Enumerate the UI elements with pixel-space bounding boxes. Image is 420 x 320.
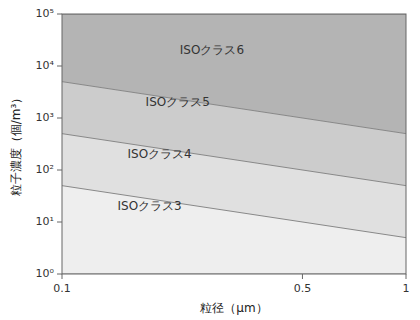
y-tick-label: 10⁵ [36,7,54,20]
y-tick [57,66,62,67]
x-tick-label: 0.5 [294,282,312,295]
y-tick-label: 10³ [36,111,54,124]
annotation: ISOクラス6 [180,43,244,57]
x-axis: 0.1 0.5 1 [53,274,409,295]
y-tick-label: 10⁴ [36,59,55,72]
annotations: ISOクラス3 ISOクラス4 ISOクラス5 ISOクラス6 [118,43,245,213]
plot-frame [62,14,406,274]
x-tick [62,274,63,279]
x-axis-label: 粒径（μm） [200,301,267,315]
y-tick [57,222,62,223]
y-tick [57,14,62,15]
annotation: ISOクラス5 [146,95,210,109]
y-tick [57,274,62,275]
y-tick-label: 10¹ [36,215,54,228]
x-tick [406,274,407,279]
annotation: ISOクラス3 [118,199,182,213]
chart: ISOクラス3ISOクラス4ISOクラス5ISOクラス60.10.5110⁰10… [0,0,420,320]
x-tick [302,274,303,279]
y-tick [57,118,62,119]
band [62,14,406,134]
plot-area [62,14,406,274]
boundary-line [62,186,406,238]
boundary-line [62,134,406,186]
y-axis: 10⁰ 10¹ 10² 10³ 10⁴ 10⁵ [36,7,62,280]
y-tick-label: 10⁰ [36,267,55,280]
x-tick-label: 0.1 [53,282,71,295]
annotation: ISOクラス4 [127,147,191,161]
y-axis-label: 粒子濃度（個/m³） [9,92,23,197]
x-tick-label: 1 [403,282,410,295]
y-tick [57,170,62,171]
y-tick-label: 10² [36,163,54,176]
boundary-line [62,82,406,134]
